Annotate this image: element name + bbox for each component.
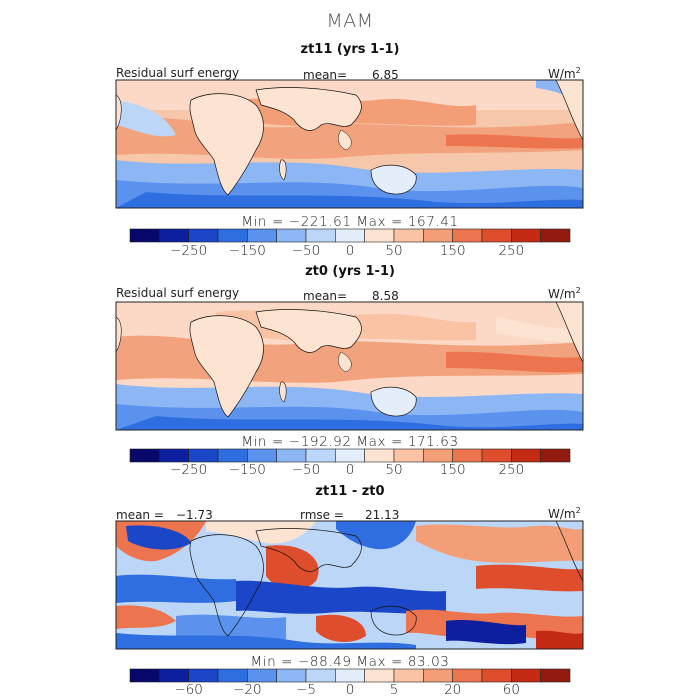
panel-2-mean-value: 8.58: [372, 289, 399, 303]
colorbar-swatch: [159, 228, 189, 243]
panel-2-title: zt0 (yrs 1-1): [305, 264, 395, 279]
colorbar-tick-label: −250: [170, 462, 208, 478]
panel-2-map: [115, 301, 584, 431]
panel-2-mean-label: mean=: [303, 289, 348, 303]
colorbar-swatch: [511, 668, 541, 683]
colorbar-tick-label: 250: [498, 243, 525, 259]
panel-3-minmax: Min = −88.49 Max = 83.03: [250, 654, 450, 670]
colorbar-tick-label: 60: [502, 682, 520, 698]
colorbar-swatch: [305, 668, 336, 683]
colorbar-swatch: [129, 228, 160, 243]
colorbar-swatch: [217, 668, 248, 683]
colorbar-tick-label: −20: [233, 682, 262, 698]
colorbar-tick-label: 150: [439, 462, 466, 478]
colorbar-tick-label: −50: [291, 243, 321, 259]
colorbar-swatch: [188, 448, 219, 463]
colorbar-tick-label: −5: [296, 682, 316, 698]
colorbar-swatch: [423, 448, 453, 463]
colorbar-swatch: [481, 228, 512, 243]
colorbar-swatch: [540, 668, 571, 683]
panel-3-mean-value: −1.73: [176, 508, 213, 522]
panel-1-mean-value: 6.85: [372, 68, 399, 82]
colorbar-swatch: [364, 668, 395, 683]
colorbar-swatch: [423, 668, 453, 683]
panel-2-colorbar: [129, 448, 571, 463]
colorbar-swatch: [305, 228, 336, 243]
colorbar-swatch: [481, 448, 512, 463]
colorbar-swatch: [452, 228, 483, 243]
panel-2-minmax: Min = −192.92 Max = 171.63: [241, 434, 459, 450]
colorbar-swatch: [305, 448, 336, 463]
colorbar-swatch: [423, 228, 453, 243]
panel-3-title: zt11 - zt0: [315, 484, 385, 499]
colorbar-swatch: [481, 668, 512, 683]
colorbar-swatch: [452, 668, 483, 683]
panel-3-colorbar: [129, 668, 571, 683]
colorbar-swatch: [511, 228, 541, 243]
panel-1-map: [115, 79, 584, 209]
panel-3-rmse-value: 21.13: [365, 508, 400, 522]
panel-2-units: W/m2: [548, 286, 581, 301]
colorbar-tick-label: 0: [345, 243, 355, 259]
page-title: MAM: [326, 10, 374, 32]
colorbar-tick-label: 150: [439, 243, 466, 259]
panel-1-colorbar: [129, 228, 571, 243]
colorbar-swatch: [159, 448, 189, 463]
colorbar-swatch: [188, 668, 219, 683]
colorbar-swatch: [540, 448, 571, 463]
panel-2-field-label: Residual surf energy: [116, 286, 240, 300]
colorbar-tick-label: −150: [228, 243, 266, 259]
colorbar-tick-label: 250: [498, 462, 525, 478]
colorbar-swatch: [217, 228, 248, 243]
panel-3-rmse-label: rmse =: [300, 508, 344, 522]
panel-3-mean-label: mean =: [116, 508, 164, 522]
colorbar-tick-label: 5: [389, 682, 399, 698]
colorbar-swatch: [129, 448, 160, 463]
colorbar-swatch: [335, 448, 365, 463]
colorbar-swatch: [393, 228, 424, 243]
colorbar-tick-label: 50: [385, 243, 403, 259]
colorbar-swatch: [276, 668, 307, 683]
colorbar-tick-label: −150: [228, 462, 266, 478]
colorbar-tick-label: −250: [170, 243, 208, 259]
colorbar-swatch: [188, 228, 219, 243]
colorbar-tick-label: 20: [444, 682, 462, 698]
panel-1-title: zt11 (yrs 1-1): [300, 42, 400, 57]
panel-3-units: W/m2: [548, 506, 581, 521]
colorbar-swatch: [276, 228, 307, 243]
colorbar-swatch: [276, 448, 307, 463]
colorbar-swatch: [335, 228, 365, 243]
colorbar-tick-label: −60: [174, 682, 203, 698]
colorbar-swatch: [511, 448, 541, 463]
colorbar-swatch: [159, 668, 189, 683]
panel-3-map: [115, 520, 584, 650]
colorbar-swatch: [393, 668, 424, 683]
colorbar-swatch: [452, 448, 483, 463]
colorbar-tick-label: −50: [291, 462, 321, 478]
colorbar-swatch: [129, 668, 160, 683]
colorbar-swatch: [217, 448, 248, 463]
panel-1-field-label: Residual surf energy: [116, 66, 240, 80]
colorbar-swatch: [364, 228, 395, 243]
colorbar-swatch: [393, 448, 424, 463]
colorbar-tick-label: 0: [345, 682, 355, 698]
colorbar-swatch: [335, 668, 365, 683]
colorbar-swatch: [247, 228, 277, 243]
colorbar-swatch: [364, 448, 395, 463]
colorbar-swatch: [247, 448, 277, 463]
colorbar-tick-label: 50: [385, 462, 403, 478]
colorbar-swatch: [247, 668, 277, 683]
panel-1-units: W/m2: [548, 66, 581, 81]
colorbar-tick-label: 0: [345, 462, 355, 478]
panel-1-mean-label: mean=: [303, 68, 348, 82]
panel-1-minmax: Min = −221.61 Max = 167.41: [241, 214, 459, 230]
colorbar-swatch: [540, 228, 571, 243]
